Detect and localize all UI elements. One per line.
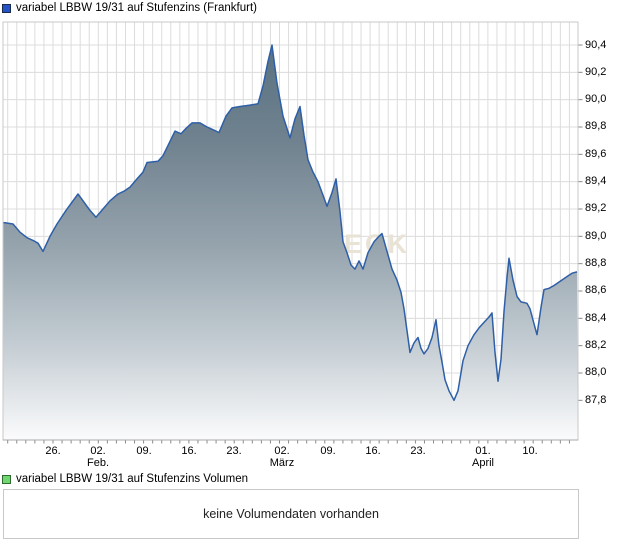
y-tick-label: 88,8 xyxy=(585,257,607,270)
x-tick-label: 26. xyxy=(45,445,61,457)
volume-legend: variabel LBBW 19/31 auf Stufenzins Volum… xyxy=(2,473,248,485)
y-tick-label: 88,0 xyxy=(585,366,607,379)
y-tick-label: 89,0 xyxy=(585,229,607,242)
x-tick-label: 09. xyxy=(320,445,336,457)
price-chart: ECK 90,4 90,2 90,0 89,8 89,6 89,4 89,2 89,0 88,8… xyxy=(2,21,607,469)
y-tick-label: 90,4 xyxy=(585,38,607,51)
x-tick-label: 09. xyxy=(136,445,152,457)
x-tick-month-label: April xyxy=(471,457,495,469)
y-tick-label: 88,4 xyxy=(585,311,607,324)
x-tick-label: 02. März xyxy=(269,445,295,469)
y-tick-label: 89,6 xyxy=(585,147,607,160)
price-area xyxy=(3,45,578,440)
x-tick-label: 10. xyxy=(522,445,538,457)
x-tick-label: 01. April xyxy=(471,445,495,469)
price-chart-canvas: ECK xyxy=(2,21,583,444)
price-series-label: variabel LBBW 19/31 auf Stufenzins (Fran… xyxy=(16,2,257,14)
x-tick-label: 23. xyxy=(410,445,426,457)
x-tick-month-label: Feb. xyxy=(86,457,110,469)
y-tick-label: 90,2 xyxy=(585,65,607,78)
price-series-swatch xyxy=(2,3,11,13)
y-tick-label: 87,8 xyxy=(585,393,607,406)
y-tick-label: 89,8 xyxy=(585,120,607,133)
x-tick-label: 16. xyxy=(181,445,197,457)
price-legend: variabel LBBW 19/31 auf Stufenzins (Fran… xyxy=(2,2,257,14)
volume-series-swatch xyxy=(2,474,11,484)
y-tick-label: 88,6 xyxy=(585,284,607,297)
y-tick-label: 89,4 xyxy=(585,175,607,188)
y-tick-label: 88,2 xyxy=(585,339,607,352)
y-tick-label: 89,2 xyxy=(585,202,607,215)
no-volume-message: keine Volumendaten vorhanden xyxy=(203,507,379,521)
y-tick-label: 90,0 xyxy=(585,93,607,106)
x-tick-label: 23. xyxy=(226,445,242,457)
price-line xyxy=(2,44,578,402)
x-tick-label: 02. Feb. xyxy=(86,445,110,469)
x-tick-label: 16. xyxy=(365,445,381,457)
volume-panel: keine Volumendaten vorhanden xyxy=(3,489,579,539)
volume-series-label: variabel LBBW 19/31 auf Stufenzins Volum… xyxy=(16,473,249,485)
x-tick-month-label: März xyxy=(269,457,295,469)
